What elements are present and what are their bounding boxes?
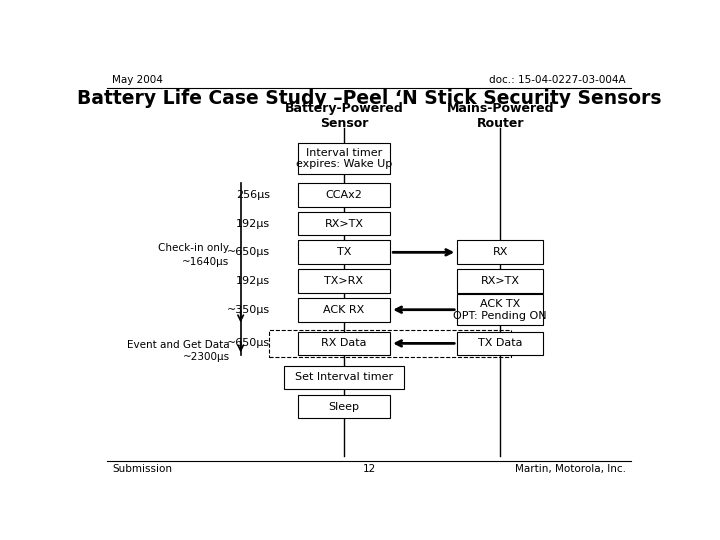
Text: ACK TX
OPT: Pending ON: ACK TX OPT: Pending ON [454,299,547,321]
Text: CCAx2: CCAx2 [325,190,362,200]
FancyBboxPatch shape [457,294,544,325]
FancyBboxPatch shape [298,269,390,293]
Text: Submission: Submission [112,464,172,474]
Text: TX>RX: TX>RX [325,276,364,286]
Text: Interval timer
expires: Wake Up: Interval timer expires: Wake Up [296,147,392,169]
FancyBboxPatch shape [284,366,404,389]
Text: Event and Get Data: Event and Get Data [127,340,230,350]
Text: 256μs: 256μs [235,190,270,200]
FancyBboxPatch shape [457,269,544,293]
FancyBboxPatch shape [298,298,390,321]
Text: Sleep: Sleep [328,402,359,411]
Text: Check-in only: Check-in only [158,243,230,253]
Text: Martin, Motorola, Inc.: Martin, Motorola, Inc. [515,464,626,474]
Text: May 2004: May 2004 [112,75,163,85]
Text: Mains-Powered
Router: Mains-Powered Router [446,102,554,130]
Text: RX>TX: RX>TX [481,276,520,286]
FancyBboxPatch shape [298,395,390,418]
Text: TX Data: TX Data [478,339,523,348]
Text: ACK RX: ACK RX [323,305,364,315]
FancyBboxPatch shape [298,143,390,174]
Text: Set Interval timer: Set Interval timer [294,373,393,382]
Text: Battery Life Case Study –Peel ‘N Stick Security Sensors: Battery Life Case Study –Peel ‘N Stick S… [77,89,661,107]
Text: ~650μs: ~650μs [227,339,270,348]
Text: ~350μs: ~350μs [227,305,270,315]
Text: doc.: 15-04-0227-03-004A: doc.: 15-04-0227-03-004A [489,75,626,85]
FancyBboxPatch shape [457,332,544,355]
Text: 192μs: 192μs [235,276,270,286]
Text: TX: TX [337,247,351,258]
Text: RX>TX: RX>TX [325,219,364,228]
Text: ~1640μs: ~1640μs [182,256,230,267]
FancyBboxPatch shape [298,212,390,235]
FancyBboxPatch shape [298,183,390,207]
Text: RX: RX [492,247,508,258]
Text: Battery-Powered
Sensor: Battery-Powered Sensor [284,102,403,130]
Text: ~650μs: ~650μs [227,247,270,258]
Text: 192μs: 192μs [235,219,270,228]
Text: RX Data: RX Data [321,339,366,348]
FancyBboxPatch shape [298,332,390,355]
FancyBboxPatch shape [298,240,390,264]
Text: ~2300μs: ~2300μs [182,352,230,362]
FancyBboxPatch shape [457,240,544,264]
Text: 12: 12 [362,464,376,474]
